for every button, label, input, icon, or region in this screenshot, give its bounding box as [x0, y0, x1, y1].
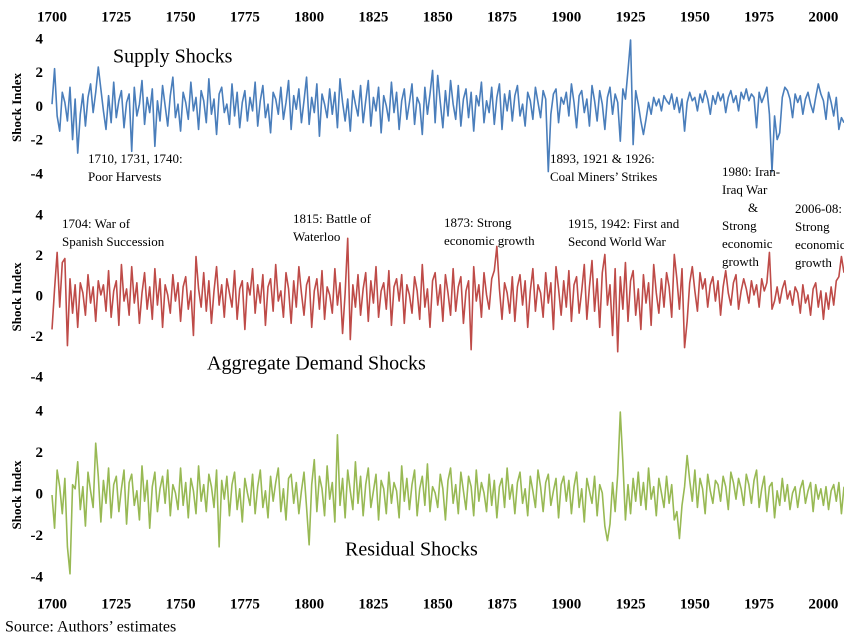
annotation: Poor Harvests	[88, 169, 161, 184]
annotation: Waterloo	[293, 229, 340, 244]
x-tick-label: 1750	[166, 596, 196, 612]
x-tick-label: 1775	[230, 596, 260, 612]
x-tick-label: 1875	[487, 9, 517, 25]
series-line	[51, 411, 844, 575]
annotation: 1915, 1942: First and	[568, 216, 680, 231]
y-tick-label: 0	[36, 288, 44, 304]
annotation: 1710, 1731, 1740:	[88, 151, 183, 166]
x-tick-label: 1900	[551, 596, 581, 612]
series-line	[51, 39, 844, 173]
annotation: Strong	[722, 218, 757, 233]
x-tick-label: 1975	[744, 596, 774, 612]
y-tick-label: 0	[36, 486, 44, 502]
y-tick-label: -2	[31, 528, 44, 544]
annotation: economic growth	[444, 233, 535, 248]
x-tick-label: 1800	[294, 596, 324, 612]
x-tick-label: 1900	[551, 9, 581, 25]
annotation: growth	[795, 255, 832, 270]
y-tick-label: -4	[31, 369, 44, 385]
y-tick-label: 4	[36, 403, 44, 419]
x-tick-label: 1825	[358, 596, 388, 612]
y-axis-title: Shock Index	[9, 73, 24, 142]
y-tick-label: 2	[36, 445, 44, 461]
x-tick-label: 1950	[680, 9, 710, 25]
x-tick-label: 1850	[423, 596, 453, 612]
x-tick-label: 1725	[101, 9, 131, 25]
x-tick-label: 1950	[680, 596, 710, 612]
x-tick-label: 1700	[37, 596, 67, 612]
annotation: &	[748, 200, 758, 215]
annotation: Iraq War	[722, 182, 768, 197]
annotation: 2006-08:	[795, 201, 842, 216]
source-note: Source: Authors’ estimates	[5, 619, 176, 636]
y-axis-title: Shock Index	[9, 460, 24, 529]
x-tick-label: 1700	[37, 9, 67, 25]
panel-title: Aggregate Demand Shocks	[207, 353, 426, 375]
x-tick-label: 1775	[230, 9, 260, 25]
annotation: economic	[795, 237, 844, 252]
y-tick-label: -2	[31, 329, 44, 345]
panel-title: Supply Shocks	[113, 46, 233, 68]
annotation: Coal Miners’ Strikes	[550, 169, 657, 184]
x-tick-label: 1975	[744, 9, 774, 25]
annotation: economic	[722, 236, 773, 251]
annotation: 1980: Iran-	[722, 164, 780, 179]
y-tick-label: -2	[31, 133, 44, 149]
annotation: 1893, 1921 & 1926:	[550, 151, 655, 166]
x-tick-label: 1850	[423, 9, 453, 25]
annotation: 1815: Battle of	[293, 211, 372, 226]
x-tick-label: 1800	[294, 9, 324, 25]
annotation: Spanish Succession	[62, 234, 165, 249]
annotation: 1873: Strong	[444, 215, 512, 230]
y-tick-label: 0	[36, 99, 44, 115]
annotation: growth	[722, 254, 759, 269]
x-tick-label: 1725	[101, 596, 131, 612]
y-axis-title: Shock Index	[9, 262, 24, 331]
y-tick-label: 4	[36, 207, 44, 223]
annotation: 1704: War of	[62, 216, 131, 231]
panel-title: Residual Shocks	[345, 539, 478, 561]
y-tick-label: 2	[36, 248, 44, 264]
x-tick-label: 2000	[808, 596, 838, 612]
y-tick-label: -4	[31, 569, 44, 585]
x-tick-label: 1925	[616, 9, 646, 25]
series-line	[51, 237, 844, 353]
x-tick-label: 2000	[808, 9, 838, 25]
y-tick-label: 4	[36, 31, 44, 47]
annotation: Strong	[795, 219, 830, 234]
x-tick-label: 1925	[616, 596, 646, 612]
y-tick-label: -4	[31, 166, 44, 182]
x-tick-label: 1825	[358, 9, 388, 25]
annotation: Second World War	[568, 234, 666, 249]
y-tick-label: 2	[36, 65, 44, 81]
x-tick-label: 1875	[487, 596, 517, 612]
x-tick-label: 1750	[166, 9, 196, 25]
